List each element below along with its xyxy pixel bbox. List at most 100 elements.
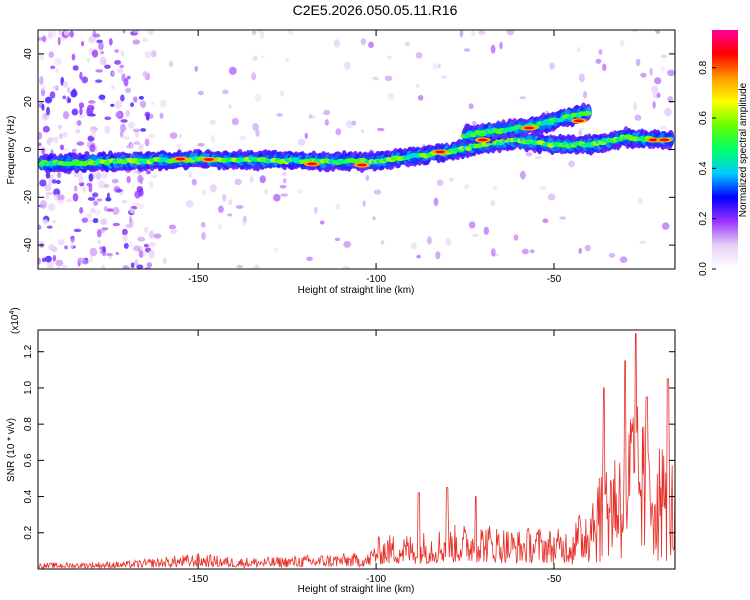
heatmap-noise-cell xyxy=(228,104,232,109)
y-tick-label: 1.0 xyxy=(23,381,34,395)
heatmap-noise-cell xyxy=(54,136,59,144)
heatmap-hot-core xyxy=(659,138,670,142)
heatmap-noise-cell xyxy=(104,116,112,121)
heatmap-noise-cell xyxy=(120,119,128,123)
x-tick-label: -100 xyxy=(366,574,386,585)
heatmap-noise-cell xyxy=(598,49,603,55)
heatmap-noise-cell xyxy=(149,180,154,190)
heatmap-noise-cell xyxy=(578,247,582,254)
heatmap-noise-cell xyxy=(519,96,526,100)
heatmap-noise-cell xyxy=(51,30,57,38)
heatmap-noise-cell xyxy=(39,179,47,187)
heatmap-noise-cell xyxy=(47,136,55,143)
heatmap-noise-cell xyxy=(168,60,174,68)
heatmap-noise-cell xyxy=(57,124,63,131)
heatmap-noise-cell xyxy=(440,75,447,79)
snr-y-multiplier-exponent: 4 xyxy=(9,311,16,315)
heatmap-noise-cell xyxy=(102,246,106,253)
heatmap-noise-cell xyxy=(280,193,289,197)
y-tick-label: 0.6 xyxy=(23,453,34,467)
heatmap-noise-cell xyxy=(463,48,471,52)
heatmap-noise-cell xyxy=(79,207,84,214)
heatmap-noise-cell xyxy=(79,107,83,116)
heatmap-noise-cell xyxy=(57,238,65,246)
heatmap-noise-cell xyxy=(595,58,602,64)
heatmap-noise-cell xyxy=(122,135,131,141)
heatmap-noise-cell xyxy=(112,206,120,215)
heatmap-noise-cell xyxy=(130,102,135,108)
heatmap-noise-cell xyxy=(547,193,556,201)
heatmap-noise-cell xyxy=(559,216,567,220)
heatmap-hot-core xyxy=(356,163,367,167)
heatmap-noise-cell xyxy=(128,241,133,248)
heatmap-noise-cell xyxy=(520,170,526,180)
heatmap-noise-cell xyxy=(71,108,79,116)
heatmap-noise-cell xyxy=(251,72,257,81)
snr-y-axis-label: SNR (10 * v/v) xyxy=(6,418,17,482)
heatmap-noise-cell xyxy=(660,54,668,59)
heatmap-noise-cell xyxy=(296,189,303,194)
colorbar-tick-label: 0.6 xyxy=(698,111,709,125)
heatmap-noise-cell xyxy=(661,222,670,230)
heatmap-noise-cell xyxy=(148,133,156,139)
y-tick-label: -40 xyxy=(23,237,34,252)
heatmap-noise-cell xyxy=(103,183,110,189)
heatmap-noise-cell xyxy=(105,252,114,257)
heatmap-noise-cell xyxy=(139,100,147,109)
heatmap-noise-cell xyxy=(283,178,287,184)
heatmap-noise-cell xyxy=(49,91,56,99)
heatmap-noise-cell xyxy=(132,39,140,45)
heatmap-noise-cell xyxy=(159,112,164,119)
heatmap-noise-cell xyxy=(72,193,79,202)
heatmap-noise-cell xyxy=(72,65,79,71)
heatmap-noise-cell xyxy=(63,30,69,36)
heatmap-noise-cell xyxy=(134,259,139,266)
heatmap-noise-cell xyxy=(129,216,133,224)
heatmap-noise-cell xyxy=(70,237,75,243)
heatmap-noise-cell xyxy=(273,193,281,202)
heatmap-noise-cell xyxy=(418,95,424,101)
heatmap-noise-cell xyxy=(362,200,366,207)
heatmap-noise-cell xyxy=(252,122,259,131)
heatmap-noise-cell xyxy=(45,106,51,116)
y-tick-label: 20 xyxy=(23,96,34,108)
heatmap-noise-cell xyxy=(654,77,662,85)
y-tick-label: 1.2 xyxy=(23,344,34,358)
heatmap-noise-cell xyxy=(652,101,656,109)
heatmap-noise-cell xyxy=(231,117,240,126)
y-tick-label: -20 xyxy=(23,190,34,205)
heatmap-noise-cell xyxy=(89,247,98,257)
heatmap-noise-cell xyxy=(41,257,46,263)
heatmap-noise-cell xyxy=(222,193,227,202)
heatmap-noise-cell xyxy=(314,206,318,214)
heatmap-noise-cell xyxy=(218,205,224,213)
snr-series-line xyxy=(38,333,675,569)
heatmap-noise-cell xyxy=(38,257,41,265)
heatmap-noise-cell xyxy=(41,35,47,43)
heatmap-noise-cell xyxy=(104,64,111,69)
heatmap-noise-cell xyxy=(264,189,268,195)
spectrogram-y-axis-label: Frequency (Hz) xyxy=(6,116,17,185)
heatmap-noise-cell xyxy=(187,171,193,178)
heatmap-ridge-core xyxy=(583,110,592,116)
heatmap-noise-cell xyxy=(143,226,149,233)
heatmap-noise-cell xyxy=(85,212,93,219)
spectrogram-x-ticks: -150 -100 -50 xyxy=(188,30,562,285)
heatmap-noise-cell xyxy=(197,142,205,147)
heatmap-noise-cell xyxy=(333,39,341,48)
heatmap-noise-cell xyxy=(639,240,647,245)
heatmap-noise-cell xyxy=(125,87,132,94)
heatmap-noise-cell xyxy=(239,135,247,141)
heatmap-noise-cell xyxy=(126,75,131,80)
heatmap-noise-cell xyxy=(52,254,56,262)
heatmap-noise-cell xyxy=(276,113,284,117)
snr-background xyxy=(38,330,675,569)
heatmap-noise-cell xyxy=(148,241,156,248)
heatmap-noise-cell xyxy=(249,175,254,184)
y-tick-label: 0.8 xyxy=(23,417,34,431)
heatmap-noise-cell xyxy=(136,203,145,210)
heatmap-noise-cell xyxy=(96,198,103,202)
heatmap-noise-cell xyxy=(284,58,289,63)
heatmap-noise-cell xyxy=(116,68,124,74)
heatmap-noise-cell xyxy=(191,178,197,186)
